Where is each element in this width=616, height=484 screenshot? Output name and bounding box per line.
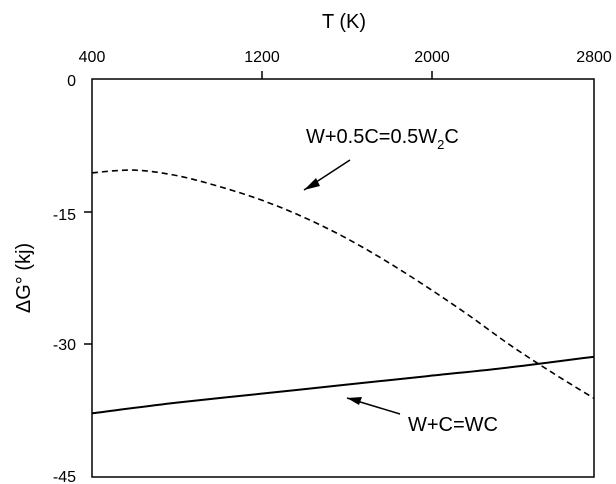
series-line-0 <box>91 169 595 399</box>
y-tick-label: -45 <box>53 469 76 484</box>
annotation-wc-arrowhead <box>347 397 362 405</box>
x-tick-label: 2000 <box>414 49 450 66</box>
x-tick-marks <box>261 71 433 79</box>
y-tick-label: -30 <box>53 337 76 354</box>
series-layer <box>91 169 595 415</box>
plot-frame <box>91 78 595 478</box>
annotation-w2c-label: W+0.5C=0.5W2C <box>306 126 459 152</box>
annotation-wc-label: W+C=WC <box>408 414 498 436</box>
x-tick-labels: 400 1200 2000 2800 <box>79 49 612 66</box>
x-tick-label: 400 <box>79 49 106 66</box>
y-tick-labels: 0 -15 -30 -45 <box>53 73 76 484</box>
x-tick-label: 1200 <box>244 49 280 66</box>
y-tick-marks <box>84 211 92 345</box>
annotation-w2c-arrowhead <box>304 178 320 190</box>
y-tick-label: 0 <box>67 73 76 90</box>
annotation-w2c: W+0.5C=0.5W2C <box>303 126 459 191</box>
series-line-1 <box>91 355 595 415</box>
y-axis-title: ΔG° (kj) <box>13 243 35 313</box>
x-tick-label: 2800 <box>576 49 612 66</box>
x-axis-title: T (K) <box>322 11 366 33</box>
y-tick-label: -15 <box>53 207 76 224</box>
annotation-wc: W+C=WC <box>346 397 498 436</box>
